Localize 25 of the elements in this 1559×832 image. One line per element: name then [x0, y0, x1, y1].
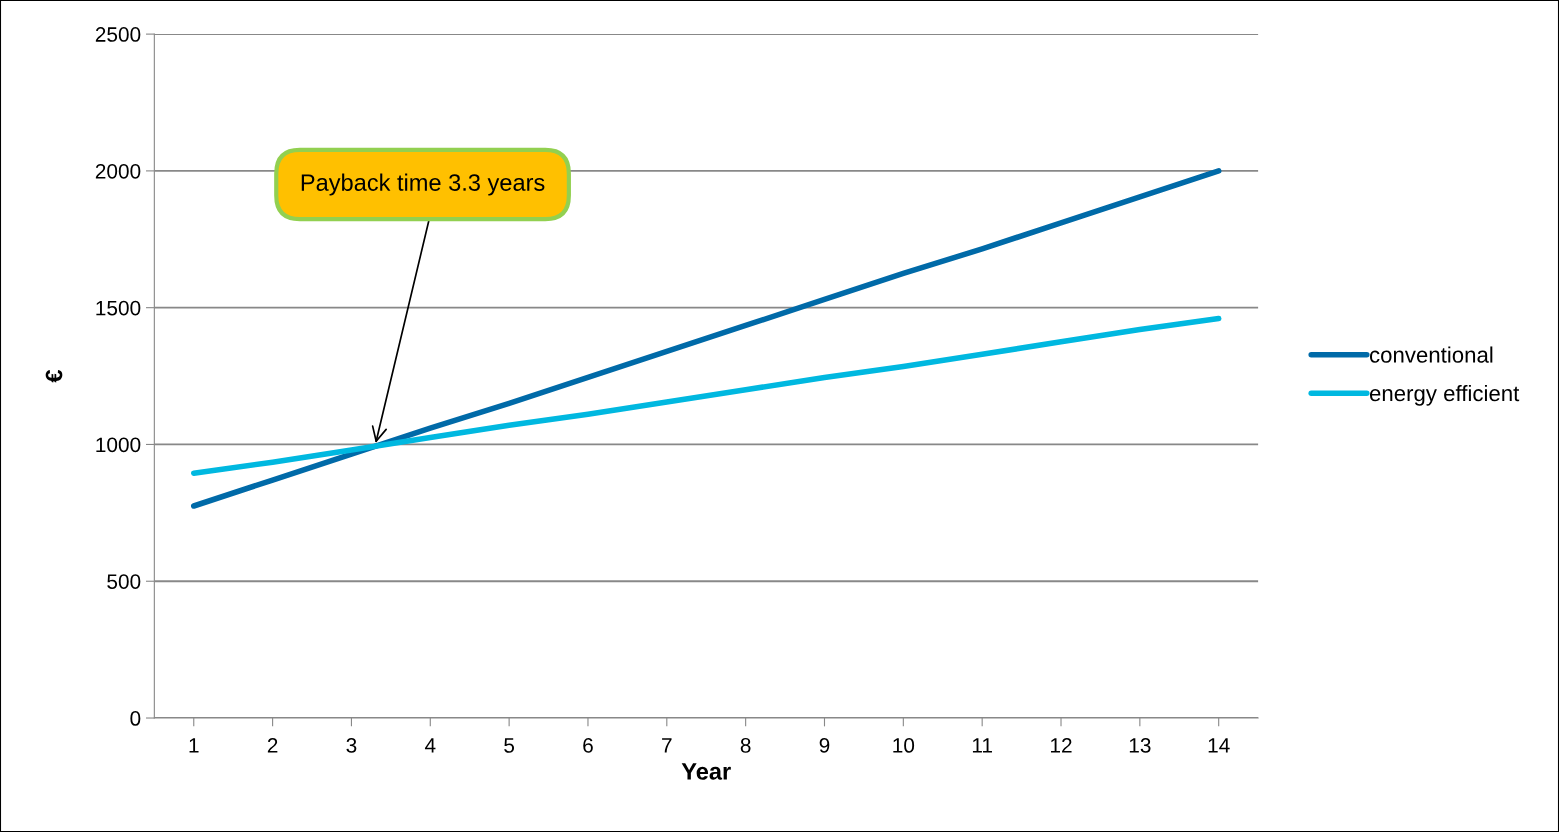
x-tick-label: 3 — [346, 738, 357, 753]
x-tick-label: 13 — [1129, 738, 1151, 753]
annotation: Payback time 3.3 years — [301, 173, 545, 196]
x-tick-label: 2 — [267, 738, 278, 753]
x-tick-label: 7 — [662, 738, 672, 753]
x-axis-title: Year — [681, 763, 731, 780]
y-tick-label: 2000 — [95, 163, 141, 179]
y-tick-label: 1500 — [96, 300, 141, 316]
x-tick-label: 9 — [819, 738, 830, 753]
y-tick-label: 1000 — [96, 437, 141, 453]
y-tick-label: 2500 — [95, 27, 141, 42]
x-tick-label: 12 — [1051, 738, 1072, 753]
legend-label: conventional — [1369, 346, 1493, 363]
y-tick-label: 0 — [130, 711, 141, 726]
legend-label: energy efficient — [1369, 384, 1520, 406]
x-tick-label: 5 — [504, 738, 515, 753]
x-tick-label: 1 — [189, 738, 199, 753]
y-axis-title: € — [45, 369, 63, 383]
x-tick-label: 14 — [1208, 738, 1230, 753]
x-tick-label: 10 — [893, 738, 915, 753]
y-tick-label: 500 — [107, 574, 141, 589]
x-tick-label: 8 — [740, 738, 751, 753]
x-tick-label: 4 — [424, 738, 436, 753]
x-tick-label: 6 — [583, 738, 593, 753]
x-tick-label: 11 — [972, 738, 992, 753]
